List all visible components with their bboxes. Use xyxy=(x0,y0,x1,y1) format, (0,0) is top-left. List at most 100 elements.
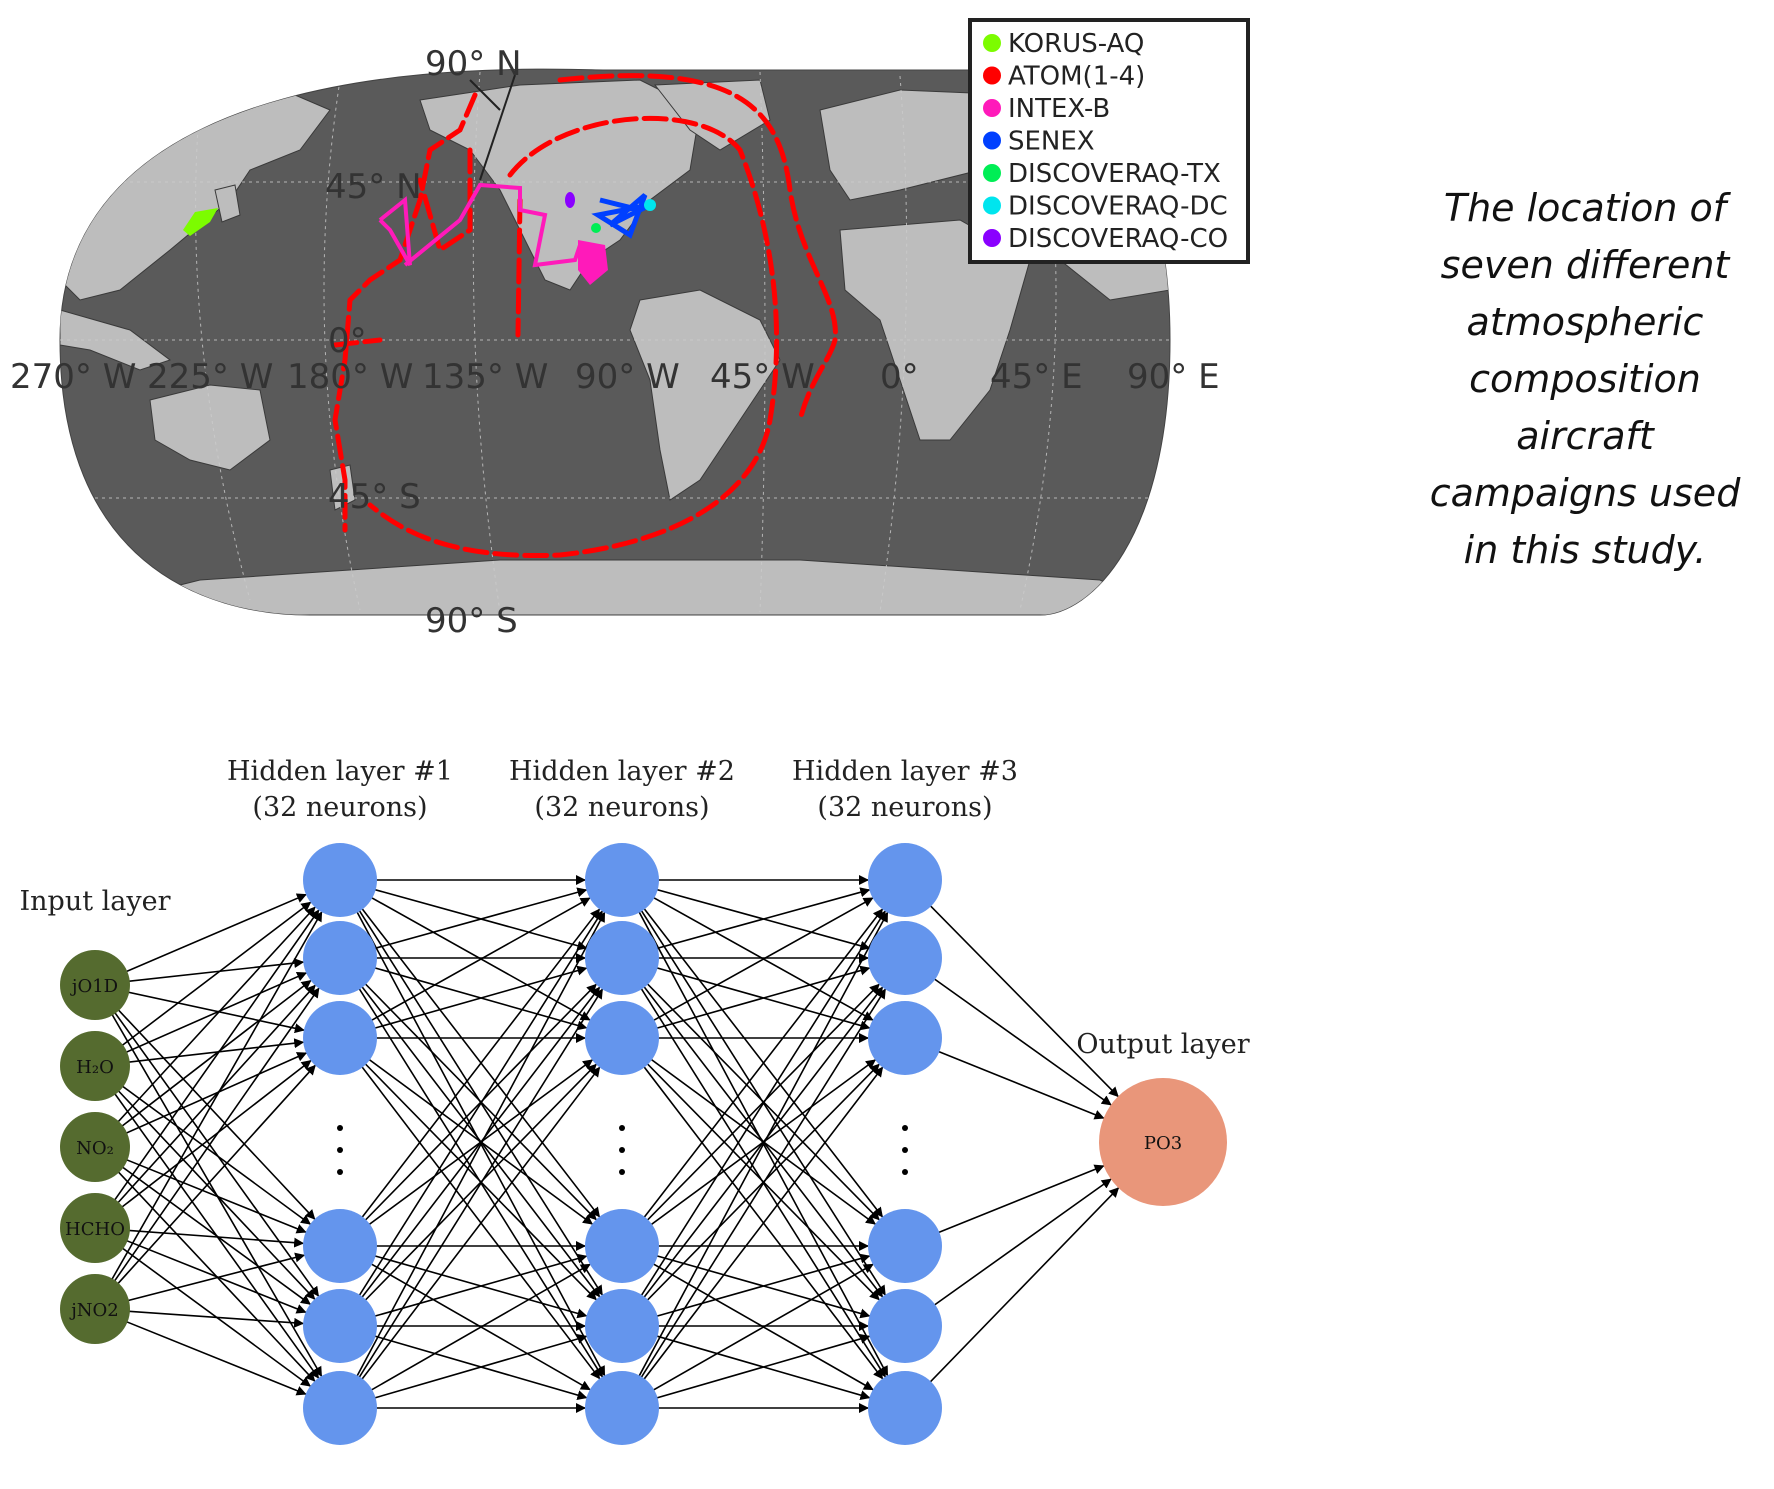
hidden-neuron xyxy=(868,843,942,917)
network-edge xyxy=(94,1146,311,1305)
network-edge xyxy=(339,911,606,1409)
network-edge xyxy=(94,984,305,1034)
senex-flight-tracks xyxy=(591,193,651,239)
lon-label: 180° W xyxy=(287,357,413,397)
caption-line: atmospheric xyxy=(1466,300,1704,344)
network-edge xyxy=(339,1253,588,1327)
hidden-layer-2-subtitle: (32 neurons) xyxy=(534,792,709,823)
lon-label: 45° E xyxy=(990,357,1083,397)
network-edge xyxy=(621,1059,876,1247)
lon-label: 45° W xyxy=(710,357,815,397)
lat-label-45n: 45° N xyxy=(325,167,422,207)
network-edge xyxy=(621,879,889,1377)
network-edge xyxy=(94,1227,307,1314)
longitude-labels: 270° W 225° W 180° W 135° W 90° W 45° W … xyxy=(10,357,1220,397)
network-edge xyxy=(621,1037,876,1225)
korus-aq-tracks xyxy=(183,208,218,236)
lat-label-45s: 45° S xyxy=(328,477,421,517)
network-edge xyxy=(94,901,312,1067)
legend-marker xyxy=(983,164,1001,182)
network-edge xyxy=(339,879,606,1377)
network-edge xyxy=(339,879,588,951)
hidden-neuron xyxy=(585,1209,659,1283)
network-edge xyxy=(621,1245,874,1391)
input-neuron xyxy=(60,1193,130,1263)
ellipsis-dot xyxy=(902,1169,908,1175)
network-edge xyxy=(621,1037,884,1380)
network-edge xyxy=(621,988,886,1409)
network-edge xyxy=(94,1146,307,1234)
ellipsis-dot xyxy=(902,1147,908,1153)
legend-label: INTEX-B xyxy=(1008,94,1110,124)
network-edge xyxy=(94,971,308,1067)
ellipsis-dot xyxy=(619,1169,625,1175)
hidden-neuron xyxy=(585,1001,659,1075)
hidden-neuron xyxy=(868,1371,942,1445)
network-edge xyxy=(339,957,588,1031)
legend-label: ATOM(1-4) xyxy=(1008,62,1145,92)
input-neuron xyxy=(60,1274,130,1344)
ellipsis-dot xyxy=(902,1125,908,1131)
network-edge xyxy=(339,988,604,1409)
network-edge xyxy=(621,908,884,1247)
output-layer-title: Output layer xyxy=(1076,1029,1249,1060)
node-label: HCHO xyxy=(65,1219,125,1240)
campaign-map: 90° N 45° N 0° 45° S 90° S 270° W 225° W… xyxy=(10,18,1250,641)
network-edge xyxy=(94,1052,308,1148)
network-edge xyxy=(621,910,886,1327)
hidden-layer-3-subtitle: (32 neurons) xyxy=(817,792,992,823)
network-edge xyxy=(621,879,884,1218)
network-edge xyxy=(94,979,312,1148)
network-edge xyxy=(339,910,603,1327)
network-edge xyxy=(621,1063,880,1327)
atom-flight-tracks xyxy=(332,73,838,559)
network-edge xyxy=(339,897,591,1039)
network-edge xyxy=(621,1263,874,1409)
legend-marker xyxy=(983,99,1001,117)
legend-label: DISCOVERAQ-DC xyxy=(1008,192,1228,222)
globe xyxy=(59,68,1171,616)
node-label: PO3 xyxy=(1144,1133,1182,1154)
legend-marker xyxy=(983,34,1001,52)
lat-label-90n: 90° N xyxy=(425,44,522,84)
intex-b-cluster xyxy=(578,240,608,285)
node-label: jO1D xyxy=(70,976,118,997)
network-edge xyxy=(94,893,307,986)
output-neuron xyxy=(1099,1078,1227,1206)
map-legend: KORUS-AQATOM(1-4)INTEX-BSENEXDISCOVERAQ-… xyxy=(968,18,1250,264)
network-edge xyxy=(339,1037,594,1225)
lat-label-90s: 90° S xyxy=(425,601,518,641)
network-edge xyxy=(621,1253,871,1327)
caption-line: seven different xyxy=(1440,243,1730,287)
network-edge xyxy=(339,879,603,1296)
lon-label: 90° E xyxy=(1127,357,1220,397)
network-edge xyxy=(621,911,889,1409)
node-label: NO₂ xyxy=(76,1138,114,1159)
network-edge xyxy=(621,1333,871,1409)
legend-label: SENEX xyxy=(1008,127,1095,157)
intex-b-flight-tracks xyxy=(378,182,582,268)
hidden-neuron xyxy=(303,921,377,995)
hidden-neuron xyxy=(868,1289,942,1363)
hidden-layer-1-subtitle: (32 neurons) xyxy=(252,792,427,823)
network-edge xyxy=(339,1245,591,1391)
network-edge xyxy=(339,1263,591,1409)
legend-label: DISCOVERAQ-TX xyxy=(1008,159,1221,189)
legend-marker xyxy=(983,229,1001,247)
hidden-neuron xyxy=(868,1001,942,1075)
input-neuron xyxy=(60,1031,130,1101)
legend-marker xyxy=(983,196,1001,215)
hidden-neuron xyxy=(585,921,659,995)
network-edge xyxy=(339,1334,588,1409)
network-edge xyxy=(94,1227,311,1387)
legend-marker xyxy=(983,131,1001,150)
lon-label: 135° W xyxy=(422,357,548,397)
hidden-layer-1-title: Hidden layer #1 xyxy=(227,756,453,787)
network-edge xyxy=(621,897,874,1039)
network-edge xyxy=(339,983,597,1247)
figure-caption: The location of seven different atmosphe… xyxy=(1415,180,1755,579)
network-edge xyxy=(621,879,886,1296)
network-edge xyxy=(621,1245,871,1319)
hidden-layer-2-title: Hidden layer #2 xyxy=(509,756,735,787)
